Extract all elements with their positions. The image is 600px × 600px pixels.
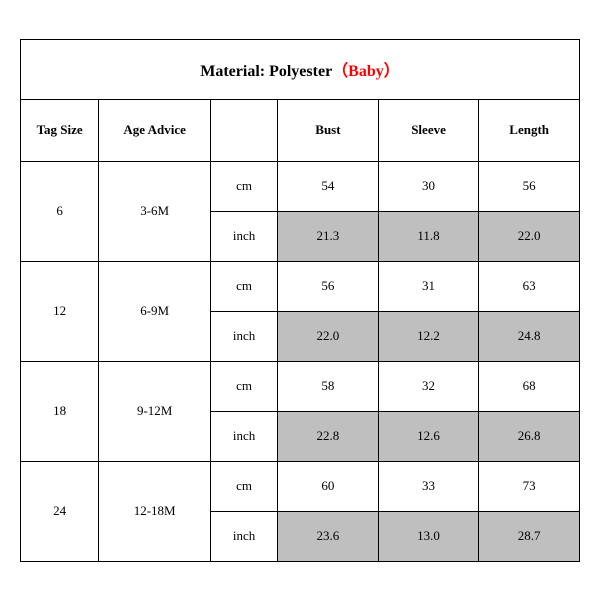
header-age-advice: Age Advice <box>99 99 211 161</box>
title-row: Material: Polyester（Baby） <box>21 39 580 99</box>
size-chart-table: Material: Polyester（Baby） Tag Size Age A… <box>20 39 580 562</box>
title-cell: Material: Polyester（Baby） <box>21 39 580 99</box>
cell-bust-inch: 22.0 <box>278 311 379 361</box>
cell-length-cm: 73 <box>479 461 580 511</box>
cell-age-advice: 12-18M <box>99 461 211 561</box>
cell-length-cm: 68 <box>479 361 580 411</box>
header-sleeve: Sleeve <box>378 99 479 161</box>
cell-age-advice: 6-9M <box>99 261 211 361</box>
header-row: Tag Size Age Advice Bust Sleeve Length <box>21 99 580 161</box>
cell-length-cm: 63 <box>479 261 580 311</box>
cell-unit-cm: cm <box>211 261 278 311</box>
cell-bust-cm: 54 <box>278 161 379 211</box>
cell-tag-size: 6 <box>21 161 99 261</box>
table-row: 12 6-9M cm 56 31 63 <box>21 261 580 311</box>
cell-tag-size: 18 <box>21 361 99 461</box>
cell-bust-inch: 21.3 <box>278 211 379 261</box>
cell-length-inch: 24.8 <box>479 311 580 361</box>
cell-unit-inch: inch <box>211 211 278 261</box>
header-bust: Bust <box>278 99 379 161</box>
cell-length-inch: 26.8 <box>479 411 580 461</box>
cell-bust-cm: 58 <box>278 361 379 411</box>
cell-sleeve-cm: 33 <box>378 461 479 511</box>
size-chart-container: Material: Polyester（Baby） Tag Size Age A… <box>20 39 580 562</box>
cell-age-advice: 9-12M <box>99 361 211 461</box>
cell-unit-cm: cm <box>211 361 278 411</box>
cell-unit-inch: inch <box>211 311 278 361</box>
cell-unit-cm: cm <box>211 161 278 211</box>
cell-bust-cm: 60 <box>278 461 379 511</box>
table-row: 6 3-6M cm 54 30 56 <box>21 161 580 211</box>
table-row: 18 9-12M cm 58 32 68 <box>21 361 580 411</box>
cell-tag-size: 12 <box>21 261 99 361</box>
cell-unit-inch: inch <box>211 411 278 461</box>
title-main-text: Material: Polyester <box>200 63 332 80</box>
cell-sleeve-inch: 11.8 <box>378 211 479 261</box>
cell-sleeve-cm: 31 <box>378 261 479 311</box>
header-tag-size: Tag Size <box>21 99 99 161</box>
header-length: Length <box>479 99 580 161</box>
table-row: 24 12-18M cm 60 33 73 <box>21 461 580 511</box>
header-unit <box>211 99 278 161</box>
title-highlight-text: （Baby） <box>332 63 400 80</box>
cell-length-cm: 56 <box>479 161 580 211</box>
cell-sleeve-cm: 30 <box>378 161 479 211</box>
cell-sleeve-inch: 12.6 <box>378 411 479 461</box>
cell-sleeve-inch: 12.2 <box>378 311 479 361</box>
cell-unit-cm: cm <box>211 461 278 511</box>
cell-length-inch: 22.0 <box>479 211 580 261</box>
cell-bust-inch: 23.6 <box>278 511 379 561</box>
cell-sleeve-inch: 13.0 <box>378 511 479 561</box>
cell-age-advice: 3-6M <box>99 161 211 261</box>
cell-unit-inch: inch <box>211 511 278 561</box>
cell-bust-inch: 22.8 <box>278 411 379 461</box>
cell-bust-cm: 56 <box>278 261 379 311</box>
cell-tag-size: 24 <box>21 461 99 561</box>
cell-sleeve-cm: 32 <box>378 361 479 411</box>
cell-length-inch: 28.7 <box>479 511 580 561</box>
